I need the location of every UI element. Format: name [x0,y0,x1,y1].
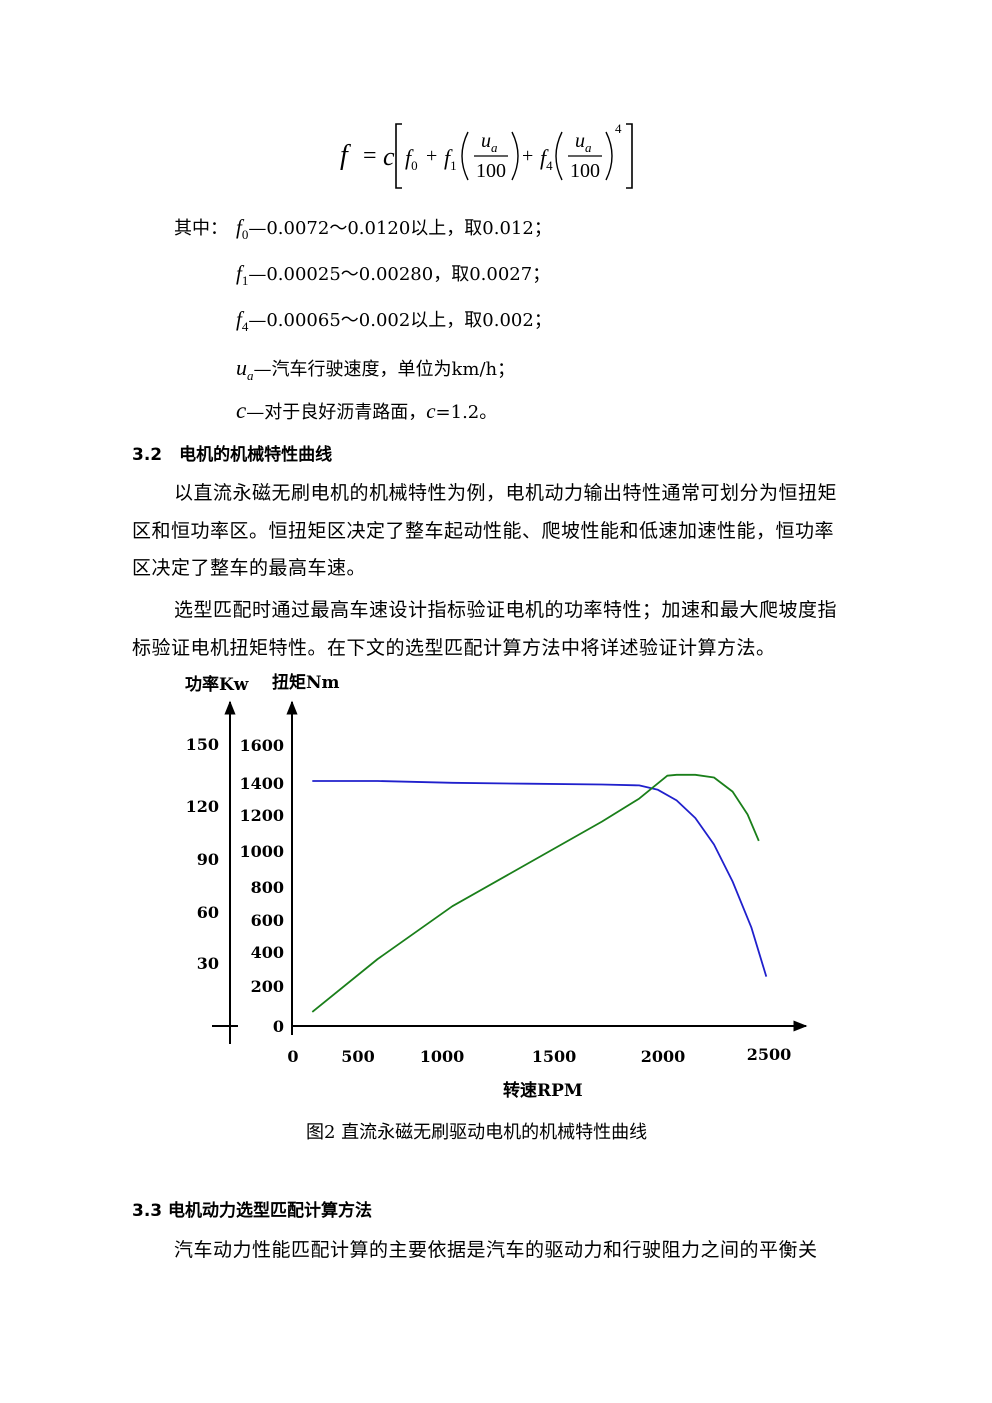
power-tick-label: 30 [197,954,219,973]
x-axis-label: 转速RPM [503,1080,583,1101]
motor-characteristic-chart: 功率Kw 扭矩Nm 转速RPM 150 120 90 60 30 1600 1400 120… [185,672,808,1101]
formula-lhs: f [340,140,348,171]
torque-tick-label: 600 [251,911,284,930]
x-tick-label: 1500 [532,1047,577,1066]
definition-c: c—对于良好沥青路面，c=1.2。 [236,398,498,423]
paragraph-line: 区决定了整车的最高车速。 [132,557,367,579]
x-tick-labels: 0 500 1000 1500 2000 2500 [287,1045,791,1066]
torque-tick-labels: 1600 1400 1200 1000 800 600 400 200 0 [239,736,284,1036]
x-tick-label: 500 [341,1047,374,1066]
section-heading-3-3: 3.3 电机动力选型匹配计算方法 [132,1201,373,1221]
power-tick-label: 120 [186,797,219,816]
formula-numerator-2: ua [575,130,592,155]
torque-tick-label: 800 [251,878,284,897]
formula-f4: f4 [540,145,553,173]
x-tick-label: 0 [287,1047,298,1066]
torque-tick-label: 200 [251,977,284,996]
formula-f0: f0 [405,145,418,173]
formula-c: c [383,142,395,171]
formula-numerator-1: ua [481,130,498,155]
definition-f1: f1—0.00025～0.00280，取0.0027； [236,261,551,288]
torque-tick-label: 1400 [239,774,284,793]
torque-tick-label: 1000 [239,842,284,861]
power-tick-label: 60 [197,903,219,922]
definition-ua: ua—汽车行驶速度，单位为km/h； [236,355,516,383]
definitions-lead: 其中： [174,218,228,239]
formula-denominator-1: 100 [476,160,506,182]
paragraph-line: 区和恒功率区。恒扭矩区决定了整车起动性能、爬坡性能和低速加速性能，恒功率 [132,520,835,542]
paragraph-line: 以直流永磁无刷电机的机械特性为例，电机动力输出特性通常可划分为恒扭矩 [174,482,838,504]
x-tick-label: 1000 [420,1047,465,1066]
section-heading-3-2: 3.2 电机的机械特性曲线 [132,445,333,465]
figure-caption: 图2 直流永磁无刷驱动电机的机械特性曲线 [306,1122,648,1143]
x-tick-label: 2500 [747,1045,792,1064]
paragraph-line: 标验证电机扭矩特性。在下文的选型匹配计算方法中将详述验证计算方法。 [132,637,776,659]
definition-f0: f0—0.0072～0.0120以上，取0.012； [236,215,552,242]
formula-equals: = [363,143,377,169]
torque-tick-label: 1600 [239,736,284,755]
formula-denominator-2: 100 [570,160,600,182]
power-tick-label: 90 [197,850,219,869]
formula-power: 4 [615,121,622,136]
power-tick-label: 150 [186,735,219,754]
paragraph-line: 选型匹配时通过最高车速设计指标验证电机的功率特性；加速和最大爬坡度指 [174,599,838,621]
torque-tick-label: 1200 [239,806,284,825]
series-line-blue [312,780,768,977]
torque-tick-label: 0 [273,1017,284,1036]
formula-plus-2: + [522,145,534,167]
formula-f1: f1 [444,145,457,173]
paragraph-line: 汽车动力性能匹配计算的主要依据是汽车的驱动力和行驶阻力之间的平衡关 [174,1239,818,1261]
definition-f4: f4—0.00065～0.002以上，取0.002； [236,307,552,334]
formula-brackets [395,123,633,189]
power-axis-label: 功率Kw [185,674,249,695]
torque-axis-label: 扭矩Nm [272,672,340,693]
series-line-green [311,773,760,1013]
series-lines [311,773,768,1013]
x-tick-label: 2000 [641,1047,686,1066]
torque-tick-label: 400 [251,943,284,962]
formula-plus-1: + [426,145,438,167]
power-tick-labels: 150 120 90 60 30 [186,735,219,973]
